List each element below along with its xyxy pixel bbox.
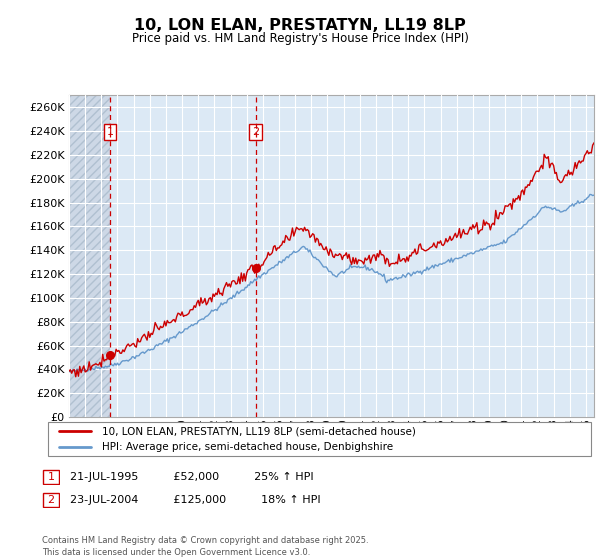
Text: 23-JUL-2004          £125,000          18% ↑ HPI: 23-JUL-2004 £125,000 18% ↑ HPI	[63, 495, 320, 505]
Bar	[69, 95, 110, 417]
FancyBboxPatch shape	[48, 422, 591, 456]
Text: 10, LON ELAN, PRESTATYN, LL19 8LP (semi-detached house): 10, LON ELAN, PRESTATYN, LL19 8LP (semi-…	[103, 426, 416, 436]
FancyBboxPatch shape	[43, 470, 59, 484]
Text: 1: 1	[107, 127, 113, 137]
Text: 1: 1	[47, 472, 55, 482]
FancyBboxPatch shape	[43, 493, 59, 507]
Text: HPI: Average price, semi-detached house, Denbighshire: HPI: Average price, semi-detached house,…	[103, 442, 394, 452]
Text: 21-JUL-1995          £52,000          25% ↑ HPI: 21-JUL-1995 £52,000 25% ↑ HPI	[63, 472, 314, 482]
Text: 2: 2	[252, 127, 259, 137]
Text: 2: 2	[47, 495, 55, 505]
Text: Contains HM Land Registry data © Crown copyright and database right 2025.
This d: Contains HM Land Registry data © Crown c…	[42, 536, 368, 557]
Bar	[69, 95, 110, 417]
Text: Price paid vs. HM Land Registry's House Price Index (HPI): Price paid vs. HM Land Registry's House …	[131, 32, 469, 45]
Text: 10, LON ELAN, PRESTATYN, LL19 8LP: 10, LON ELAN, PRESTATYN, LL19 8LP	[134, 18, 466, 33]
